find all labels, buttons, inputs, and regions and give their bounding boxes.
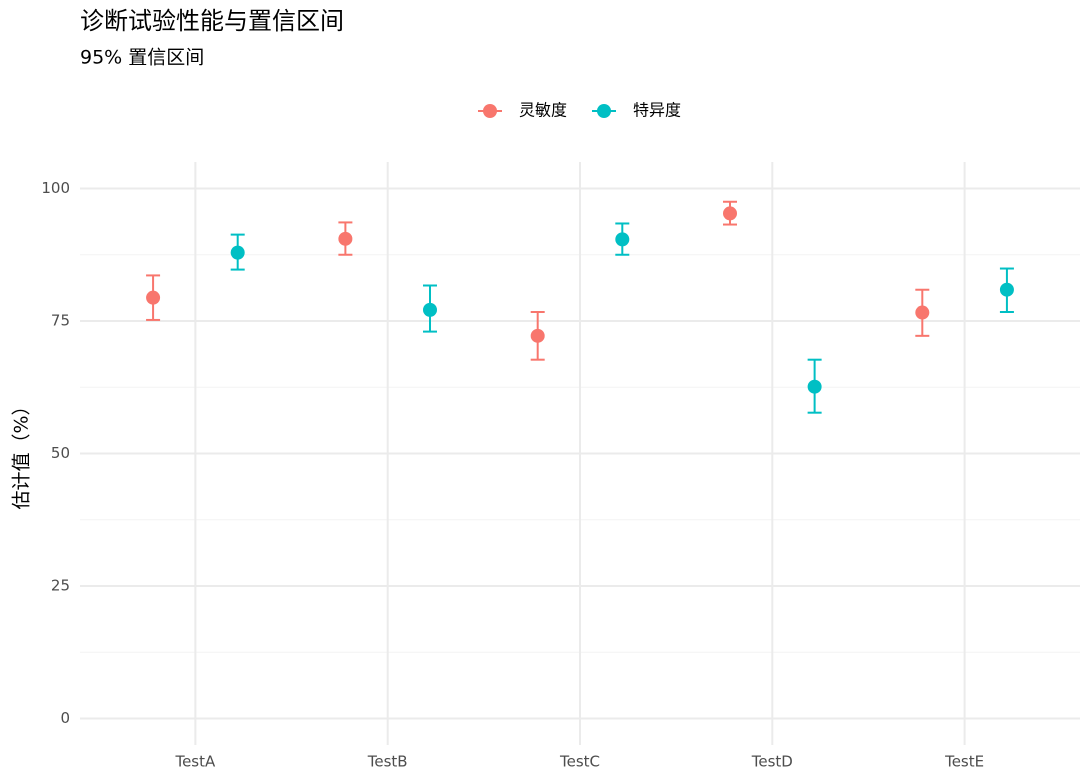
y-tick-label: 100 <box>41 179 70 197</box>
point <box>807 379 822 394</box>
x-tick-label: TestB <box>367 753 408 771</box>
point <box>723 206 737 221</box>
legend-label: 灵敏度 <box>519 101 567 120</box>
y-tick-label: 25 <box>51 577 70 595</box>
x-tick-label: TestE <box>944 753 984 771</box>
legend-label: 特异度 <box>633 101 681 120</box>
point <box>230 245 245 260</box>
legend-key-point <box>483 104 497 118</box>
y-axis-title: 估计值（%） <box>11 396 33 509</box>
chart-subtitle: 95% 置信区间 <box>80 47 204 69</box>
point <box>530 328 545 343</box>
point <box>915 305 930 320</box>
point <box>423 302 437 317</box>
x-tick-label: TestC <box>559 753 600 771</box>
x-tick-label: TestD <box>751 753 793 771</box>
point <box>146 290 161 305</box>
y-tick-label: 0 <box>60 709 70 727</box>
y-tick-label: 50 <box>51 444 70 462</box>
x-tick-label: TestA <box>174 753 216 771</box>
legend-key-point <box>597 104 611 118</box>
point <box>338 231 353 246</box>
chart-title: 诊断试验性能与置信区间 <box>80 7 344 35</box>
point <box>615 232 630 247</box>
point <box>999 282 1014 297</box>
y-tick-label: 75 <box>51 312 70 330</box>
